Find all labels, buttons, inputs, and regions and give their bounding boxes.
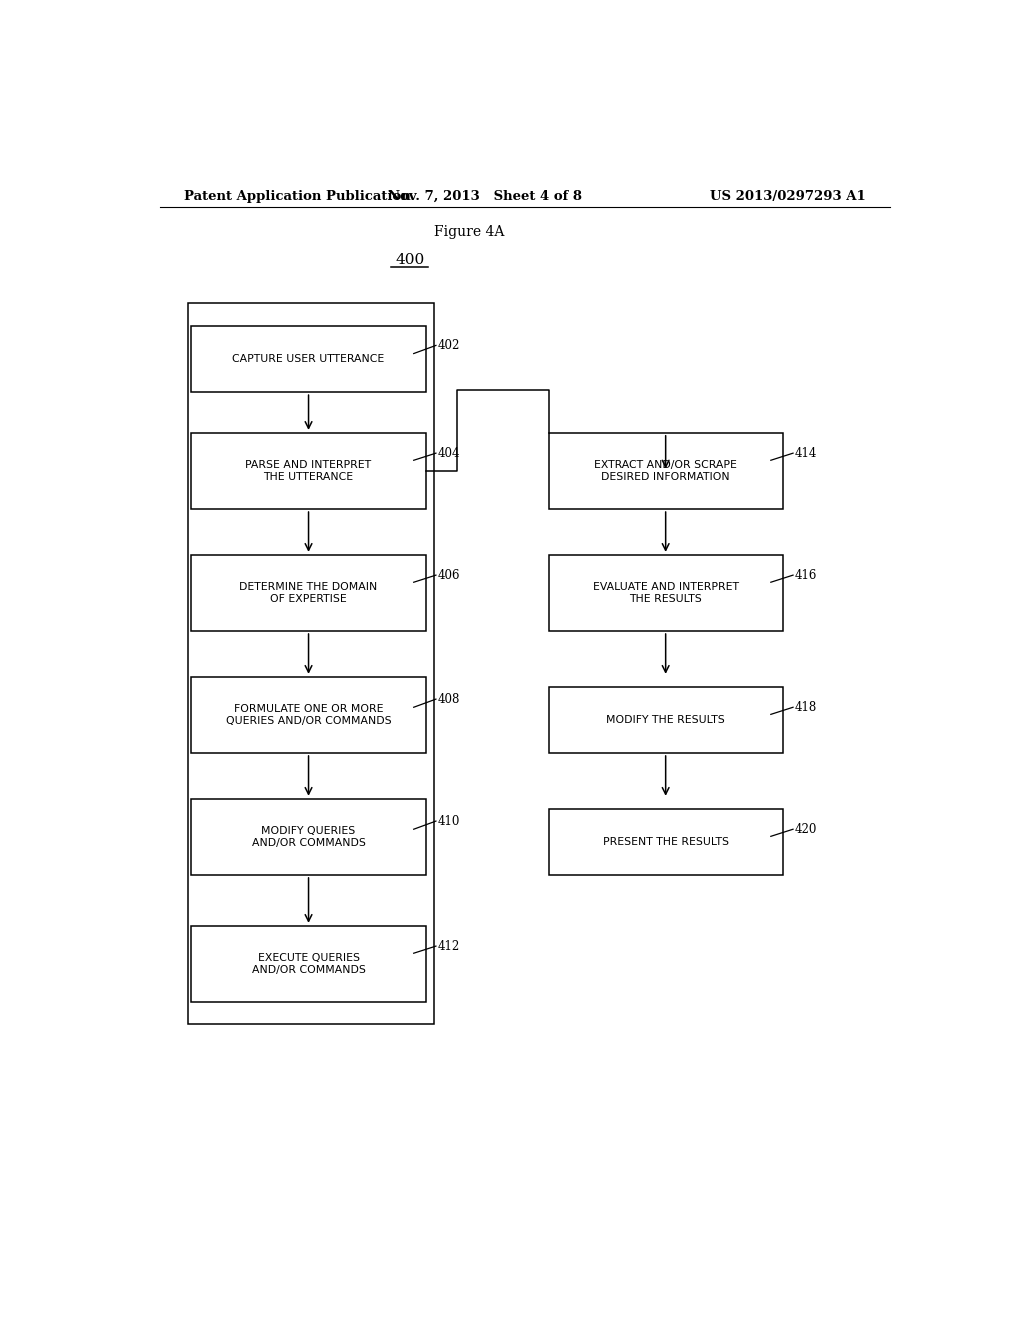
Bar xyxy=(191,677,426,752)
Text: EVALUATE AND INTERPRET
THE RESULTS: EVALUATE AND INTERPRET THE RESULTS xyxy=(593,582,738,603)
Text: US 2013/0297293 A1: US 2013/0297293 A1 xyxy=(711,190,866,202)
Text: FORMULATE ONE OR MORE
QUERIES AND/OR COMMANDS: FORMULATE ONE OR MORE QUERIES AND/OR COM… xyxy=(225,704,391,726)
Text: 404: 404 xyxy=(437,446,460,459)
Bar xyxy=(187,302,433,1024)
Text: DETERMINE THE DOMAIN
OF EXPERTISE: DETERMINE THE DOMAIN OF EXPERTISE xyxy=(240,582,378,603)
Text: 402: 402 xyxy=(437,339,460,352)
Bar xyxy=(191,433,426,510)
Bar xyxy=(549,686,782,752)
Text: PARSE AND INTERPRET
THE UTTERANCE: PARSE AND INTERPRET THE UTTERANCE xyxy=(246,461,372,482)
Text: Nov. 7, 2013   Sheet 4 of 8: Nov. 7, 2013 Sheet 4 of 8 xyxy=(388,190,582,202)
Bar xyxy=(191,326,426,392)
Bar xyxy=(191,799,426,875)
Text: 414: 414 xyxy=(795,446,817,459)
Text: 420: 420 xyxy=(795,822,817,836)
Bar xyxy=(549,433,782,510)
Text: PRESENT THE RESULTS: PRESENT THE RESULTS xyxy=(603,837,729,847)
Text: 408: 408 xyxy=(437,693,460,706)
Text: 406: 406 xyxy=(437,569,460,582)
Text: EXECUTE QUERIES
AND/OR COMMANDS: EXECUTE QUERIES AND/OR COMMANDS xyxy=(252,953,366,974)
Bar xyxy=(549,554,782,631)
Bar xyxy=(191,554,426,631)
Text: Patent Application Publication: Patent Application Publication xyxy=(183,190,411,202)
Text: MODIFY THE RESULTS: MODIFY THE RESULTS xyxy=(606,715,725,725)
Text: MODIFY QUERIES
AND/OR COMMANDS: MODIFY QUERIES AND/OR COMMANDS xyxy=(252,826,366,847)
Bar xyxy=(191,925,426,1002)
Text: 416: 416 xyxy=(795,569,817,582)
Bar xyxy=(549,809,782,875)
Text: 410: 410 xyxy=(437,814,460,828)
Text: 412: 412 xyxy=(437,940,460,953)
Text: 400: 400 xyxy=(395,253,424,267)
Text: Figure 4A: Figure 4A xyxy=(434,224,505,239)
Text: 418: 418 xyxy=(795,701,817,714)
Text: EXTRACT AND/OR SCRAPE
DESIRED INFORMATION: EXTRACT AND/OR SCRAPE DESIRED INFORMATIO… xyxy=(594,461,737,482)
Text: CAPTURE USER UTTERANCE: CAPTURE USER UTTERANCE xyxy=(232,354,385,364)
